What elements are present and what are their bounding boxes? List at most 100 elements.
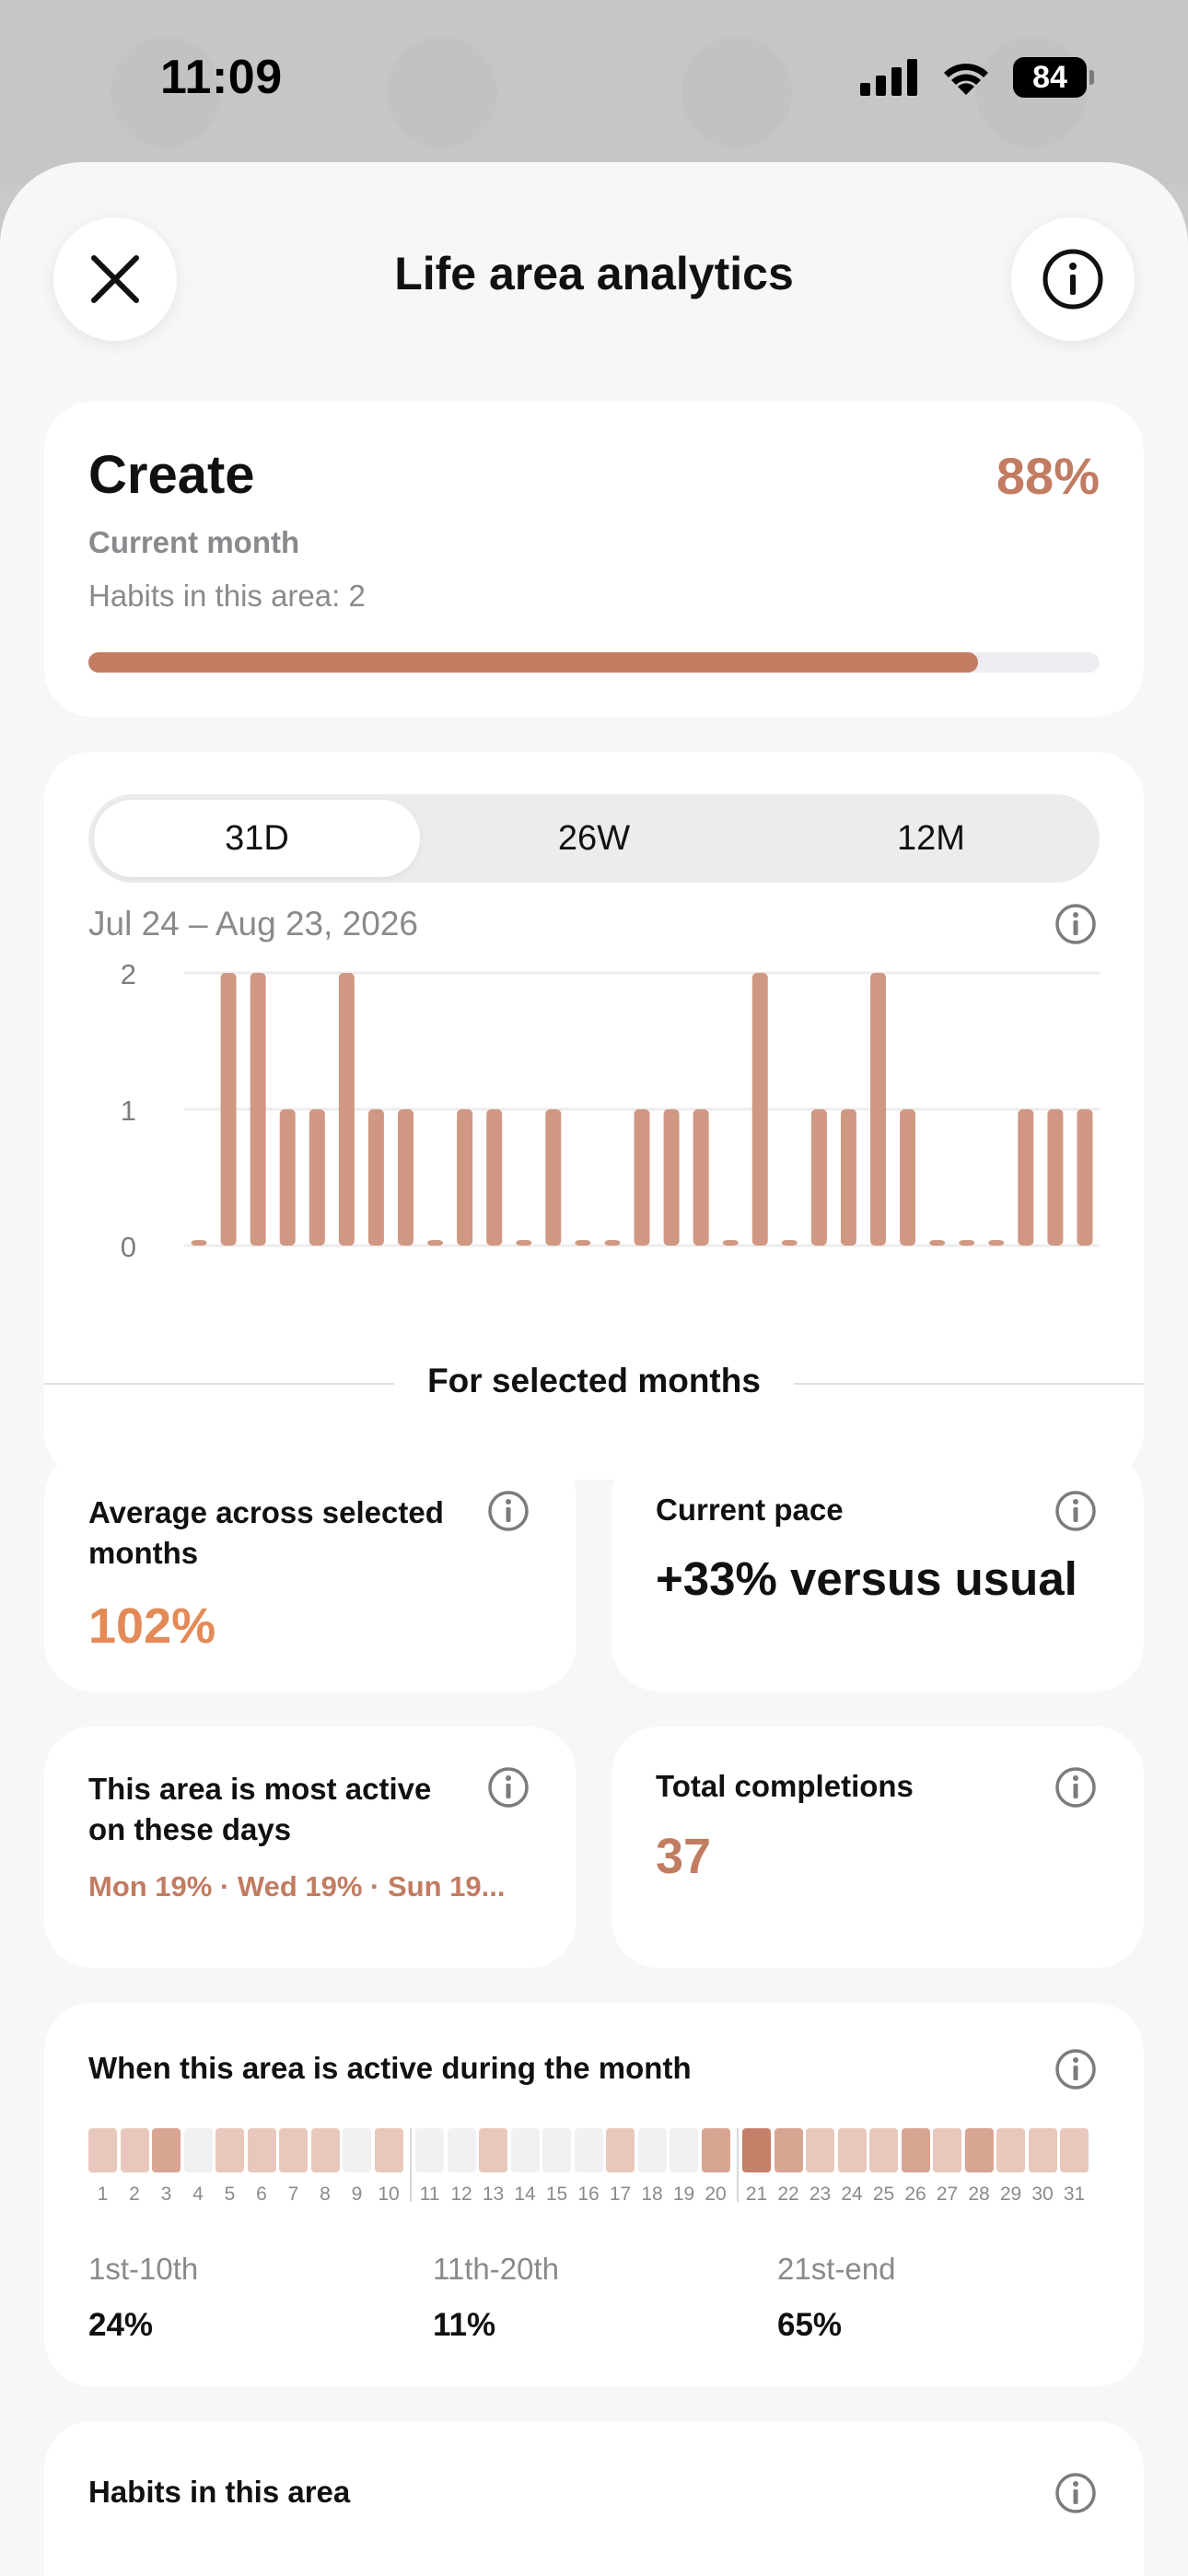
heatmap-day-cell	[1060, 2128, 1089, 2172]
heatmap-day-label: 18	[641, 2184, 663, 2205]
chart-bar[interactable]	[693, 1109, 709, 1246]
segment-label-mid: 11th-20th	[433, 2252, 559, 2286]
heatmap-day-label: 29	[999, 2184, 1022, 2205]
info-icon[interactable]	[1054, 902, 1098, 946]
chart-bar[interactable]	[545, 1109, 562, 1246]
info-icon[interactable]	[1054, 1765, 1098, 1809]
chart-bar[interactable]	[634, 1109, 650, 1246]
y-tick-label: 1	[121, 1095, 136, 1127]
segment-label-late: 21st-end	[777, 2252, 896, 2286]
average-value: 102%	[88, 1598, 216, 1654]
page-title: Life area analytics	[394, 248, 794, 299]
chart-bar[interactable]	[1077, 1109, 1093, 1246]
chart-bar[interactable]	[309, 1109, 325, 1246]
cellular-signal-icon	[860, 59, 917, 96]
chart-bar[interactable]	[959, 1240, 975, 1246]
area-summary-card: Create 88% Current month Habits in this …	[44, 402, 1144, 717]
progress-track	[88, 652, 1100, 673]
range-selector: 31D 26W 12M	[88, 794, 1100, 883]
heatmap-day-cell	[574, 2128, 603, 2172]
chart-bar[interactable]	[1047, 1109, 1064, 1246]
heatmap-day-label: 11	[419, 2184, 440, 2205]
chart-bar[interactable]	[1018, 1109, 1034, 1246]
heatmap-day-cell	[606, 2128, 635, 2172]
divider-left	[44, 1383, 394, 1385]
area-percent: 88%	[996, 447, 1100, 505]
chart-bar[interactable]	[929, 1240, 946, 1246]
heatmap-day-cell	[310, 2128, 340, 2172]
average-card: Average across selected months 102%	[44, 1450, 577, 1692]
date-range: Jul 24 – Aug 23, 2026	[88, 905, 418, 943]
heatmap-day-cell	[183, 2128, 213, 2172]
heatmap-day-cell	[152, 2128, 181, 2172]
progress-fill	[88, 652, 979, 673]
close-button[interactable]	[53, 217, 177, 341]
chart-bar[interactable]	[988, 1240, 1005, 1246]
segment-value-early: 24%	[88, 2307, 154, 2343]
close-icon	[91, 255, 139, 303]
heatmap-day-label: 31	[1063, 2184, 1086, 2205]
chart-bar[interactable]	[397, 1109, 413, 1246]
heatmap-day-label: 24	[841, 2184, 863, 2205]
pace-card: Current pace +33% versus usual	[611, 1450, 1144, 1692]
heatmap-day-cell	[701, 2128, 730, 2172]
heatmap-day-label: 28	[968, 2184, 990, 2205]
tab-26w[interactable]: 26W	[557, 818, 631, 858]
heatmap-day-label: 6	[256, 2184, 267, 2205]
chart-bar[interactable]	[604, 1240, 621, 1246]
info-icon[interactable]	[1054, 2471, 1098, 2515]
segment-value-mid: 11%	[433, 2307, 496, 2343]
chart-bar[interactable]	[367, 1109, 384, 1246]
chart-bar[interactable]	[751, 973, 768, 1246]
chart-bar[interactable]	[722, 1240, 739, 1246]
info-button[interactable]	[1011, 217, 1135, 341]
info-icon[interactable]	[486, 1765, 530, 1809]
heatmap-day-cell	[247, 2128, 276, 2172]
chart-bar[interactable]	[781, 1240, 798, 1246]
heatmap-day-label: 7	[287, 2184, 299, 2205]
chart-bar[interactable]	[575, 1240, 591, 1246]
status-time: 11:09	[160, 51, 283, 104]
total-completions-card: Total completions 37	[611, 1727, 1144, 1968]
habits-count: Habits in this area: 2	[88, 579, 366, 613]
background-blur-shape	[681, 37, 792, 147]
heatmap-day-label: 16	[577, 2184, 600, 2205]
heatmap-day-label: 23	[809, 2184, 832, 2205]
chart-bar[interactable]	[191, 1240, 207, 1246]
info-icon	[1042, 249, 1103, 310]
chart-bar[interactable]	[840, 1109, 856, 1246]
y-tick-label: 2	[121, 958, 136, 990]
month-activity-title: When this area is active during the mont…	[88, 2051, 692, 2085]
chart-bar[interactable]	[663, 1109, 680, 1246]
heatmap-day-label: 4	[192, 2184, 204, 2205]
background-blur-shape	[387, 37, 497, 147]
heatmap-day-cell	[88, 2128, 117, 2172]
chart-bar[interactable]	[486, 1109, 503, 1246]
info-icon[interactable]	[486, 1489, 530, 1533]
heatmap-day-label: 27	[936, 2184, 959, 2205]
chart-bar[interactable]	[279, 1109, 296, 1246]
tab-31d[interactable]: 31D	[94, 800, 420, 877]
heatmap-day-cell	[774, 2128, 803, 2172]
heatmap-day-cell	[374, 2128, 403, 2172]
chart-bar[interactable]	[516, 1240, 532, 1246]
background-blur-shape	[111, 37, 221, 147]
info-icon[interactable]	[1054, 1489, 1098, 1533]
chart-bar[interactable]	[220, 973, 237, 1246]
heatmap-day-label: 17	[609, 2184, 632, 2205]
heatmap-separator	[410, 2128, 412, 2202]
tab-12m[interactable]: 12M	[897, 818, 965, 858]
chart-bar[interactable]	[427, 1240, 444, 1246]
chart-bar[interactable]	[457, 1109, 473, 1246]
habits-card: Habits in this area	[44, 2421, 1144, 2576]
heatmap-day-label: 8	[320, 2184, 331, 2205]
heatmap-separator	[737, 2128, 739, 2202]
chart-bar[interactable]	[250, 973, 266, 1246]
chart-bar[interactable]	[810, 1109, 827, 1246]
heatmap-day-label: 25	[872, 2184, 895, 2205]
info-icon[interactable]	[1054, 2047, 1098, 2091]
chart-bar[interactable]	[900, 1109, 916, 1246]
battery-level: 84	[1032, 59, 1067, 95]
chart-bar[interactable]	[870, 973, 887, 1246]
chart-bar[interactable]	[338, 973, 355, 1246]
